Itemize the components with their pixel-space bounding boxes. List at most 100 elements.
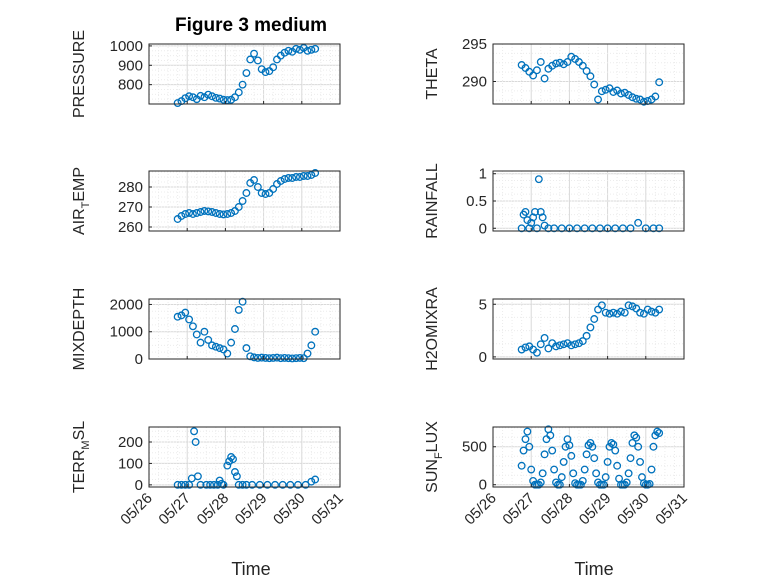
- data-point: [173, 312, 182, 321]
- data-point: [286, 480, 295, 489]
- data-point: [311, 327, 320, 336]
- y-axis-label: MIXDEPTH: [71, 288, 88, 371]
- data-point: [294, 480, 302, 489]
- data-point: [307, 341, 316, 350]
- data-point: [177, 480, 186, 489]
- data-point: [599, 480, 608, 489]
- data-point: [202, 480, 211, 489]
- data-point: [620, 480, 629, 489]
- data-point: [532, 224, 541, 233]
- y-tick-label: 0: [135, 351, 143, 368]
- data-point: [188, 210, 197, 218]
- data-point: [213, 480, 222, 489]
- data-point: [311, 169, 320, 177]
- data-point: [181, 308, 190, 317]
- y-axis-label: PRESSURE: [71, 30, 88, 118]
- data-point: [191, 438, 200, 446]
- data-point: [223, 349, 232, 358]
- y-tick-label: 5: [479, 296, 487, 313]
- data-point: [223, 461, 232, 470]
- data-point: [643, 305, 652, 314]
- data-point: [209, 480, 218, 489]
- data-point: [227, 338, 236, 347]
- subplot-mixdepth: 0 1000 2000 MIXDEPTH: [71, 288, 341, 371]
- data-point: [242, 344, 251, 353]
- data-point: [540, 450, 549, 459]
- y-tick-label: 0.5: [466, 193, 487, 210]
- y-tick-label: 0: [479, 477, 487, 494]
- data-point: [173, 480, 182, 489]
- data-point: [208, 341, 216, 350]
- data-point: [204, 90, 213, 99]
- y-axis-label: TERRMSL: [71, 421, 92, 493]
- data-point: [521, 343, 530, 352]
- data-point: [590, 454, 599, 463]
- data-point: [234, 203, 243, 211]
- data-point: [223, 96, 232, 105]
- y-axis-label: RAINFALL: [424, 163, 441, 239]
- data-point: [261, 68, 270, 77]
- x-tick-label: 05/30: [270, 490, 309, 529]
- data-point: [227, 453, 236, 461]
- data-point: [263, 480, 272, 489]
- data-point: [238, 480, 247, 489]
- data-point: [204, 207, 213, 216]
- data-point: [597, 301, 606, 310]
- y-axis-label: SUNFLUX: [424, 421, 445, 493]
- x-tick-label: 05/28: [538, 490, 577, 529]
- data-point: [649, 224, 658, 233]
- data-point: [303, 172, 312, 180]
- data-point: [238, 297, 247, 306]
- data-point: [301, 480, 310, 489]
- data-point: [211, 209, 220, 217]
- subplot-h2omixra: 0 5 H2OMIXRA: [424, 287, 685, 371]
- data-point: [250, 353, 258, 362]
- data-point: [576, 480, 585, 489]
- data-point: [288, 354, 297, 363]
- data-point: [626, 454, 635, 463]
- data-point: [584, 441, 593, 450]
- data-point: [601, 473, 610, 482]
- data-point: [188, 93, 197, 102]
- data-point: [624, 91, 633, 99]
- data-point: [552, 478, 560, 487]
- figure-title: Figure 3 medium: [175, 15, 327, 36]
- data-point: [188, 322, 197, 331]
- data-point: [550, 224, 559, 233]
- subplot-sun_flux: 0 500 05/26 05/27 05/28 05/29 05/30 05/31 SUNFLU…: [424, 421, 691, 529]
- data-point: [601, 308, 610, 317]
- data-point: [624, 301, 633, 310]
- data-point: [630, 431, 639, 440]
- data-point: [284, 46, 293, 55]
- data-point: [647, 465, 656, 474]
- data-point: [582, 331, 591, 340]
- data-point: [173, 99, 182, 107]
- data-point: [536, 340, 545, 349]
- data-point: [181, 480, 190, 489]
- data-point: [605, 442, 614, 451]
- data-point: [578, 337, 587, 346]
- data-point: [536, 478, 545, 487]
- data-point: [611, 446, 620, 455]
- data-point: [288, 174, 297, 182]
- data-point: [284, 174, 293, 182]
- data-point: [620, 88, 629, 97]
- data-point: [655, 224, 664, 233]
- data-point: [641, 224, 650, 233]
- data-point: [617, 307, 625, 316]
- data-point: [269, 353, 278, 362]
- data-point: [242, 189, 251, 197]
- data-point: [655, 78, 664, 87]
- data-point: [559, 340, 568, 349]
- data-point: [255, 480, 264, 489]
- data-point: [626, 224, 635, 233]
- data-point: [557, 473, 566, 482]
- y-tick-label: 100: [118, 455, 143, 472]
- data-point: [200, 327, 209, 336]
- y-tick-label: 1000: [110, 38, 143, 55]
- data-point: [578, 476, 587, 485]
- data-point: [192, 209, 201, 217]
- data-point: [299, 354, 308, 363]
- data-point: [292, 173, 301, 181]
